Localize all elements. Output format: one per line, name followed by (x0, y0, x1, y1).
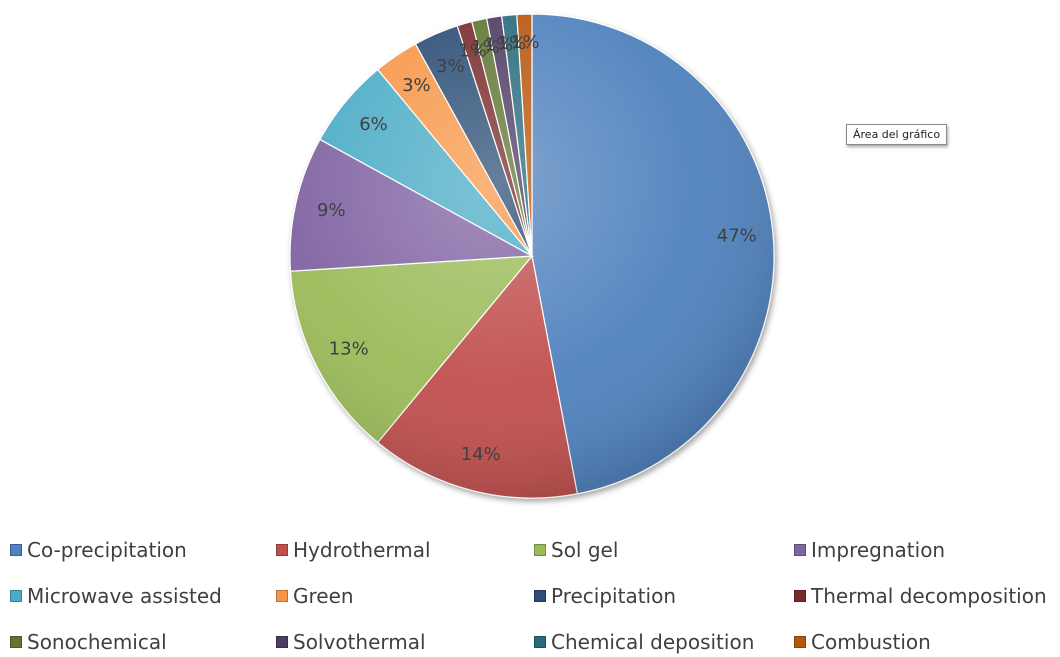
slice-label-green: 3% (402, 75, 431, 96)
legend-label: Thermal decomposition (811, 584, 1047, 608)
legend-label: Hydrothermal (293, 538, 431, 562)
slice-label-microwave-assisted: 6% (359, 114, 388, 135)
slice-label-precipitation: 3% (436, 56, 465, 77)
legend-swatch (10, 544, 22, 556)
legend-label: Sol gel (551, 538, 619, 562)
legend-label: Precipitation (551, 584, 677, 608)
slice-label-combustion: 1% (511, 32, 540, 53)
legend-swatch (534, 544, 546, 556)
legend-item-sol-gel[interactable]: Sol gel (534, 535, 618, 565)
legend-label: Green (293, 584, 354, 608)
legend-swatch (794, 590, 806, 602)
legend-item-co-precipitation[interactable]: Co-precipitation (10, 535, 187, 565)
legend-item-chemical-deposition[interactable]: Chemical deposition (534, 627, 754, 657)
legend-swatch (10, 636, 22, 648)
legend-swatch (794, 544, 806, 556)
legend-item-green[interactable]: Green (276, 581, 354, 611)
legend-item-combustion[interactable]: Combustion (794, 627, 931, 657)
slice-label-hydrothermal: 14% (461, 444, 501, 465)
legend-item-thermal-decomposition[interactable]: Thermal decomposition (794, 581, 1047, 611)
slice-label-sonochemical: 1% (471, 37, 500, 58)
legend-item-microwave-assisted[interactable]: Microwave assisted (10, 581, 222, 611)
legend-label: Combustion (811, 630, 931, 654)
chart-legend[interactable]: Co-precipitation Hydrothermal Sol gel Impre… (10, 535, 1060, 654)
legend-label: Microwave assisted (27, 584, 222, 608)
slice-label-co-precipitation: 47% (717, 226, 757, 247)
slice-label-impregnation: 9% (317, 200, 346, 221)
legend-label: Sonochemical (27, 630, 167, 654)
legend-item-hydrothermal[interactable]: Hydrothermal (276, 535, 431, 565)
slice-labels: 47%14%13%9%6%3%3%1%1%1%1%1% (317, 32, 757, 465)
legend-item-sonochemical[interactable]: Sonochemical (10, 627, 167, 657)
slice-label-chemical-deposition: 1% (498, 33, 527, 54)
pie-slices (289, 13, 775, 499)
legend-label: Chemical deposition (551, 630, 755, 654)
legend-swatch (276, 636, 288, 648)
pie-slice-co-precipitation[interactable] (531, 13, 775, 495)
legend-label: Impregnation (811, 538, 946, 562)
legend-label: Solvothermal (293, 630, 426, 654)
legend-swatch (534, 636, 546, 648)
legend-swatch (534, 590, 546, 602)
chart-area-tooltip: Área del gráfico (846, 124, 948, 145)
legend-item-solvothermal[interactable]: Solvothermal (276, 627, 426, 657)
legend-swatch (794, 636, 806, 648)
slice-label-thermal-decomposition: 1% (458, 41, 487, 62)
legend-swatch (10, 590, 22, 602)
legend-swatch (276, 590, 288, 602)
legend-label: Co-precipitation (27, 538, 187, 562)
slice-label-solvothermal: 1% (484, 35, 513, 56)
legend-swatch (276, 544, 288, 556)
legend-item-impregnation[interactable]: Impregnation (794, 535, 945, 565)
slice-label-sol-gel: 13% (329, 338, 369, 359)
legend-item-precipitation[interactable]: Precipitation (534, 581, 676, 611)
